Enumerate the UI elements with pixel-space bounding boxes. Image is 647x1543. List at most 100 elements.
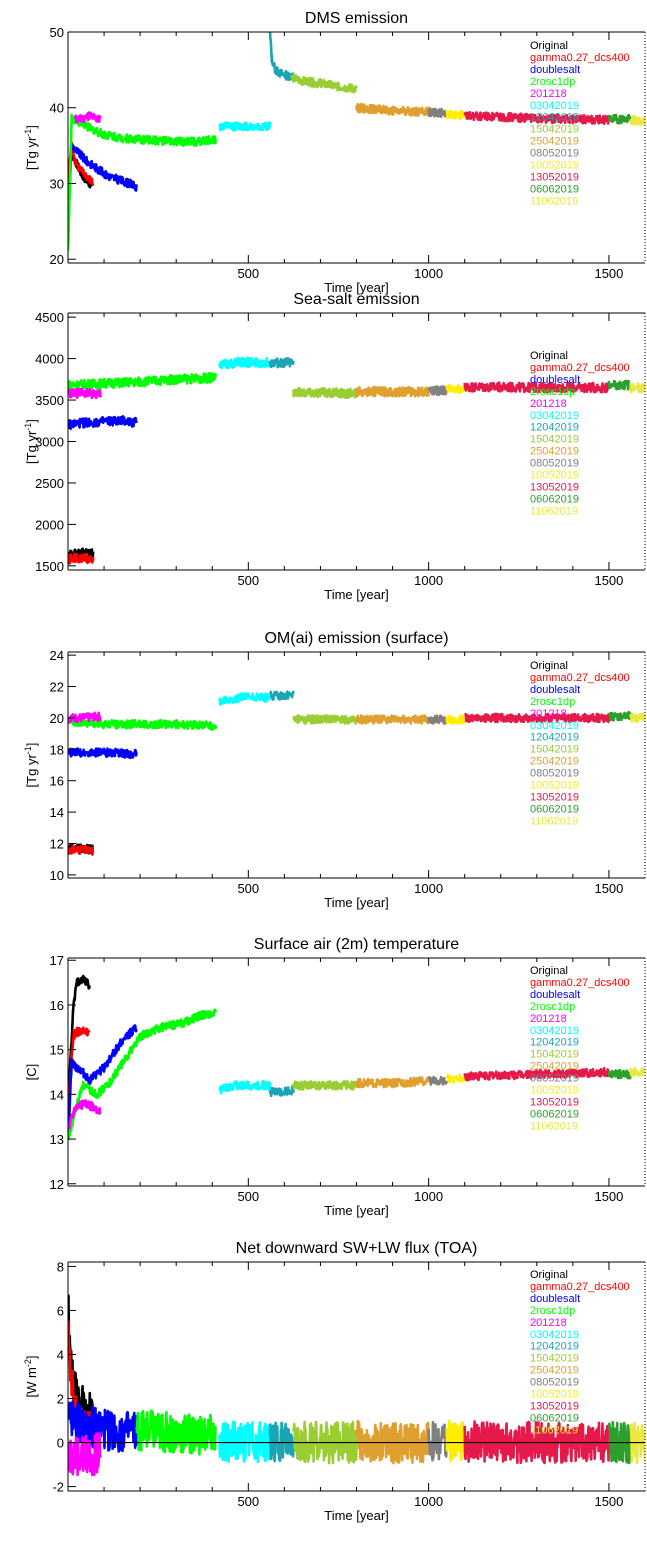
legend-entry: 03042019 <box>530 1025 579 1037</box>
series-line-10052019 <box>445 1073 466 1084</box>
legend-entry: 2rosc1dp <box>530 696 575 708</box>
series-line-doublesalt <box>68 1400 138 1453</box>
y-tick-label: 0 <box>57 1436 64 1451</box>
legend-entry: 11062019 <box>530 1120 578 1132</box>
series-group <box>68 356 645 565</box>
series-line-201218 <box>68 387 102 400</box>
x-tick-label: 1000 <box>414 881 443 896</box>
y-tick-label: 17 <box>50 953 64 968</box>
legend-entry: 10052019 <box>530 470 579 482</box>
legend-entry: gamma0.27_dcs400 <box>530 672 630 684</box>
legend: Originalgamma0.27_dcs400doublesalt2rosc1… <box>530 350 630 517</box>
y-tick-label: 4000 <box>35 352 64 367</box>
y-tick-label: 22 <box>50 680 64 695</box>
legend-entry: 08052019 <box>530 1377 579 1389</box>
chart-title: Sea-salt emission <box>293 291 419 308</box>
chart-panel-4: Surface air (2m) temperature 500 1000 1500 1… <box>24 936 646 1218</box>
y-tick-label: 12 <box>50 1177 64 1192</box>
legend-entry: 03042019 <box>530 100 579 112</box>
legend-entry: 25042019 <box>530 1365 579 1377</box>
y-axis-label: [Tg yr-1] <box>23 419 39 464</box>
y-axis-label: [W m-2] <box>23 1356 39 1398</box>
series-line-gamma0.27_dcs400 <box>68 844 95 856</box>
series-line-12042019 <box>268 32 295 82</box>
legend-entry: 15042019 <box>530 124 579 136</box>
y-axis-label: [Tg yr-1] <box>23 125 39 170</box>
legend-entry: 08052019 <box>530 768 579 780</box>
legend-entry: 12042019 <box>530 422 579 434</box>
series-line-03042019 <box>218 121 272 132</box>
legend-entry: doublesalt <box>530 989 580 1001</box>
series-line-201218 <box>68 1432 102 1477</box>
series-line-06062019 <box>607 379 632 391</box>
legend-entry: 15042019 <box>530 1353 579 1365</box>
legend: Originalgamma0.27_dcs400doublesalt2rosc1… <box>530 1269 630 1436</box>
series-line-doublesalt <box>68 747 138 759</box>
series-line-13052019 <box>463 111 611 125</box>
legend-entry: gamma0.27_dcs400 <box>530 52 630 64</box>
y-tick-label: 15 <box>50 1043 64 1058</box>
legend: Originalgamma0.27_dcs400doublesalt2rosc1… <box>530 660 630 827</box>
series-line-15042019 <box>292 714 358 725</box>
series-line-10052019 <box>445 109 466 121</box>
series-line-2rosc1dp <box>68 113 218 251</box>
legend-entry: doublesalt <box>530 1293 580 1305</box>
legend-entry: Original <box>530 660 568 672</box>
series-line-12042019 <box>268 1421 295 1463</box>
y-tick-label: 14 <box>50 1087 64 1102</box>
x-axis-label: Time [year] <box>324 587 389 602</box>
legend-entry: 12042019 <box>530 732 579 744</box>
chart-title: DMS emission <box>305 10 408 27</box>
y-tick-label: 12 <box>50 836 64 851</box>
y-tick-label: 50 <box>50 25 64 40</box>
series-line-03042019 <box>218 1420 272 1464</box>
y-tick-label: 14 <box>50 805 64 820</box>
y-tick-label: 6 <box>57 1303 64 1318</box>
y-tick-label: 1500 <box>35 559 64 574</box>
legend-entry: 15042019 <box>530 434 579 446</box>
legend-entry: 08052019 <box>530 148 579 160</box>
y-axis-label: [C] <box>24 1064 39 1081</box>
legend-entry: 03042019 <box>530 410 579 422</box>
series-line-08052019 <box>427 714 448 725</box>
legend-entry: gamma0.27_dcs400 <box>530 362 630 374</box>
y-tick-label: 8 <box>57 1259 64 1274</box>
legend-entry: 25042019 <box>530 446 579 458</box>
series-line-2rosc1dp <box>68 372 218 391</box>
y-tick-label: 40 <box>50 101 64 116</box>
series-line-2rosc1dp <box>135 1409 218 1456</box>
y-tick-label: 2500 <box>35 476 64 491</box>
y-tick-label: 4 <box>57 1347 64 1362</box>
x-tick-label: 500 <box>237 1494 259 1509</box>
y-tick-label: 16 <box>50 774 64 789</box>
legend-entry: doublesalt <box>530 64 580 76</box>
series-line-06062019 <box>607 1068 632 1080</box>
legend-entry: 10052019 <box>530 780 579 792</box>
legend-entry: gamma0.27_dcs400 <box>530 1281 630 1293</box>
series-group <box>68 974 645 1140</box>
legend-entry: 2rosc1dp <box>530 76 575 88</box>
series-group <box>68 32 645 251</box>
legend-entry: 13052019 <box>530 1096 579 1108</box>
legend-entry: 12042019 <box>530 1037 579 1049</box>
series-line-doublesalt <box>70 143 138 192</box>
series-line-25042019 <box>355 714 430 725</box>
legend: Originalgamma0.27_dcs400doublesalt2rosc1… <box>530 40 630 207</box>
series-line-13052019 <box>463 1420 611 1465</box>
legend-entry: doublesalt <box>530 374 580 386</box>
chart-title: OM(ai) emission (surface) <box>264 630 448 647</box>
legend-entry: 2rosc1dp <box>530 1001 575 1013</box>
y-tick-label: 10 <box>50 868 64 883</box>
series-line-06062019 <box>607 1420 632 1465</box>
x-axis-label: Time [year] <box>324 280 389 295</box>
x-tick-label: 500 <box>237 1189 259 1204</box>
legend-entry: 03042019 <box>530 720 579 732</box>
series-line-25042019 <box>355 1419 430 1465</box>
x-tick-label: 1500 <box>594 1189 623 1204</box>
series-line-06062019 <box>607 711 632 722</box>
series-line-13052019 <box>463 712 610 724</box>
y-tick-label: 2 <box>57 1392 64 1407</box>
legend-entry: 06062019 <box>530 183 579 195</box>
chart-title: Surface air (2m) temperature <box>254 936 460 953</box>
